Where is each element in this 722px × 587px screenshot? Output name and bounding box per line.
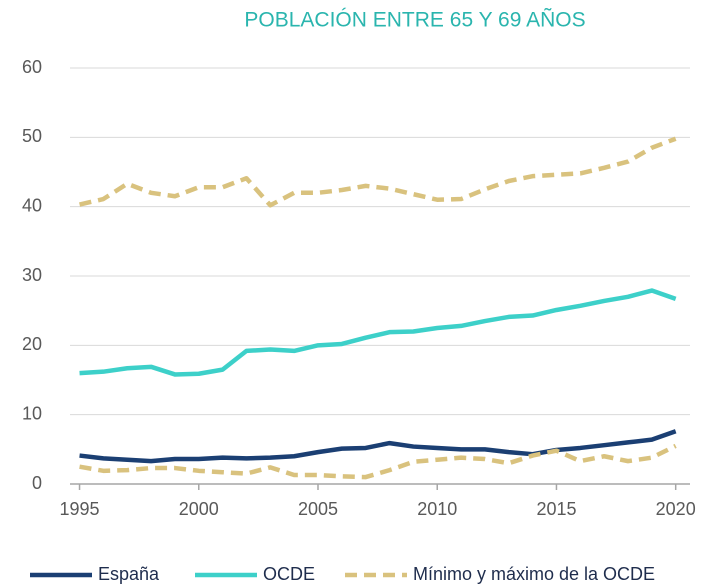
x-tick-label: 1995 <box>60 499 100 519</box>
legend-label: Mínimo y máximo de la OCDE <box>413 564 655 584</box>
y-tick-label: 0 <box>32 473 42 493</box>
x-tick-label: 2010 <box>417 499 457 519</box>
y-tick-label: 50 <box>22 126 42 146</box>
y-tick-label: 30 <box>22 265 42 285</box>
series-line <box>79 429 677 464</box>
chart-title: POBLACIÓN ENTRE 65 Y 69 AÑOS <box>244 8 585 32</box>
x-tick-label: 2015 <box>536 499 576 519</box>
x-tick-label: 2000 <box>179 499 219 519</box>
y-tick-label: 10 <box>22 403 42 423</box>
series-line <box>79 136 677 208</box>
y-tick-label: 60 <box>22 57 42 77</box>
y-tick-label: 40 <box>22 195 42 215</box>
series-line <box>79 443 677 480</box>
x-tick-label: 2020 <box>656 499 696 519</box>
x-tick-label: 2005 <box>298 499 338 519</box>
legend-label: OCDE <box>263 564 315 584</box>
legend-label: España <box>98 564 160 584</box>
series-line <box>79 288 677 377</box>
y-tick-label: 20 <box>22 334 42 354</box>
